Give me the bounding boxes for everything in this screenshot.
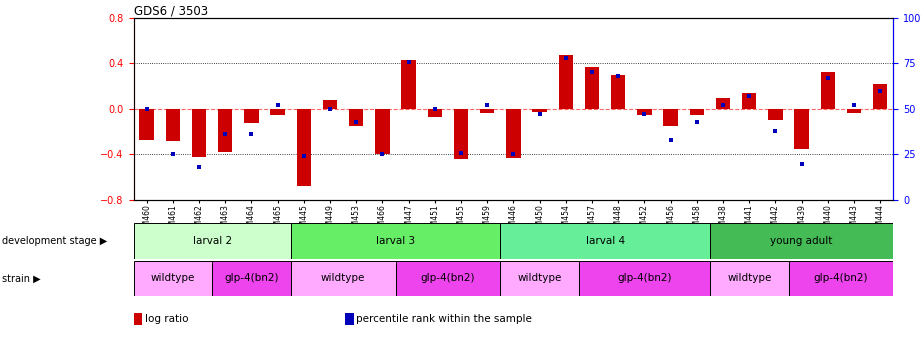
Text: log ratio: log ratio <box>145 314 188 324</box>
Text: glp-4(bn2): glp-4(bn2) <box>617 273 671 283</box>
Bar <box>297 109 311 186</box>
Bar <box>480 109 495 114</box>
Bar <box>134 261 212 296</box>
Text: glp-4(bn2): glp-4(bn2) <box>224 273 279 283</box>
Text: wildtype: wildtype <box>151 273 195 283</box>
Bar <box>192 109 206 157</box>
Bar <box>690 109 704 115</box>
Bar <box>742 93 756 109</box>
Text: glp-4(bn2): glp-4(bn2) <box>814 273 869 283</box>
Bar <box>291 223 500 259</box>
Text: larval 4: larval 4 <box>586 236 624 246</box>
Text: wildtype: wildtype <box>321 273 366 283</box>
Bar <box>244 109 259 122</box>
Bar <box>218 109 232 152</box>
Bar <box>139 109 154 140</box>
Bar <box>710 261 788 296</box>
Bar <box>710 223 893 259</box>
Bar <box>663 109 678 126</box>
Text: glp-4(bn2): glp-4(bn2) <box>421 273 475 283</box>
Bar <box>795 109 809 149</box>
Bar <box>134 223 291 259</box>
Bar <box>788 261 893 296</box>
Bar <box>402 60 416 109</box>
Text: development stage ▶: development stage ▶ <box>2 236 107 246</box>
Text: percentile rank within the sample: percentile rank within the sample <box>356 314 532 324</box>
Bar <box>395 261 500 296</box>
Text: strain ▶: strain ▶ <box>2 273 41 283</box>
Bar <box>507 109 520 158</box>
Text: wildtype: wildtype <box>727 273 772 283</box>
Bar <box>532 109 547 112</box>
Bar <box>579 261 710 296</box>
Text: young adult: young adult <box>771 236 833 246</box>
Bar <box>821 72 835 109</box>
Text: larval 3: larval 3 <box>376 236 415 246</box>
Bar <box>847 109 861 114</box>
Bar <box>500 223 710 259</box>
Bar <box>500 261 579 296</box>
Bar <box>291 261 395 296</box>
Bar <box>212 261 291 296</box>
Bar <box>768 109 783 120</box>
Bar <box>873 84 888 109</box>
Text: larval 2: larval 2 <box>192 236 232 246</box>
Bar <box>375 109 390 154</box>
Bar <box>637 109 652 115</box>
Bar <box>559 55 573 109</box>
Bar <box>585 67 600 109</box>
Bar <box>349 109 364 126</box>
Bar <box>716 97 730 109</box>
Bar <box>427 109 442 117</box>
Bar <box>166 109 180 141</box>
Bar <box>323 100 337 109</box>
Bar <box>611 75 625 109</box>
Bar <box>271 109 285 115</box>
Text: wildtype: wildtype <box>518 273 562 283</box>
Bar <box>454 109 468 159</box>
Text: GDS6 / 3503: GDS6 / 3503 <box>134 5 207 18</box>
